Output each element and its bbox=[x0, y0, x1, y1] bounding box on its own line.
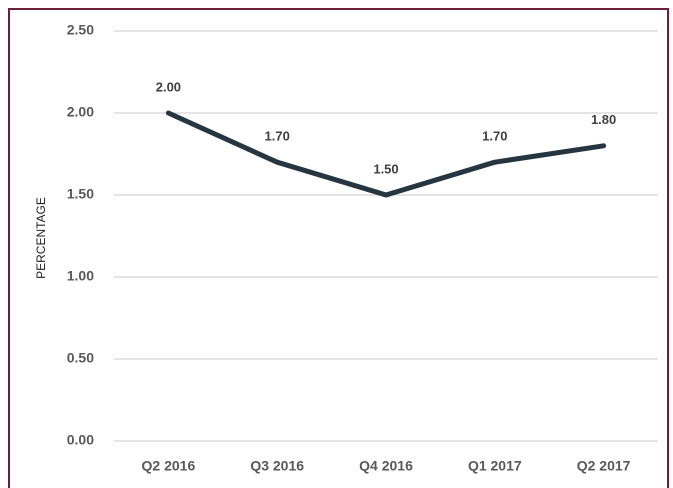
data-line bbox=[165, 110, 607, 198]
x-tick-label: Q2 2016 bbox=[142, 458, 196, 474]
y-tick-label: 2.50 bbox=[67, 22, 94, 38]
x-tick-label: Q1 2017 bbox=[468, 458, 522, 474]
y-axis-label: PERCENTAGE bbox=[34, 197, 48, 279]
data-label: 2.00 bbox=[156, 79, 181, 94]
x-tick-label: Q3 2016 bbox=[250, 458, 304, 474]
y-tick-label: 0.50 bbox=[67, 350, 94, 366]
data-label: 1.70 bbox=[265, 129, 290, 144]
x-tick-label: Q4 2016 bbox=[359, 458, 413, 474]
data-label: 1.70 bbox=[482, 129, 507, 144]
frame bbox=[8, 8, 669, 488]
y-tick-label: 1.00 bbox=[67, 268, 94, 284]
y-tick-label: 0.00 bbox=[67, 432, 94, 448]
x-tick-label: Q2 2017 bbox=[577, 458, 631, 474]
y-tick-label: 2.00 bbox=[67, 104, 94, 120]
data-label: 1.80 bbox=[591, 112, 616, 127]
data-label: 1.50 bbox=[373, 161, 398, 176]
y-tick-label: 1.50 bbox=[67, 186, 94, 202]
